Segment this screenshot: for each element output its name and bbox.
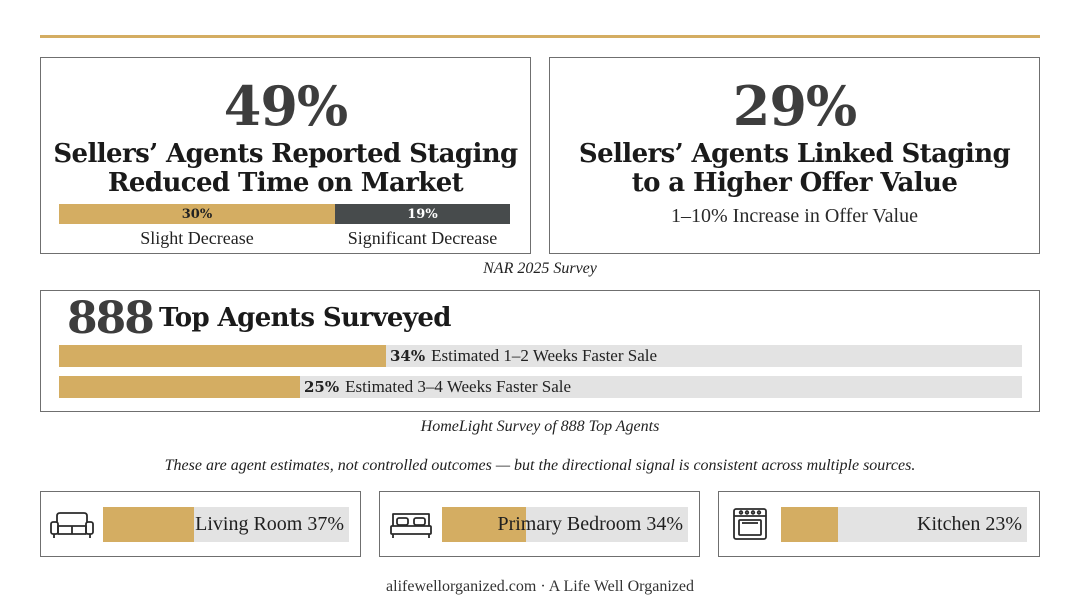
room-bar-label: Living Room 37% xyxy=(195,513,344,535)
stat-card-time-on-market: 49% Sellers’ Agents Reported Staging Red… xyxy=(40,57,531,254)
stat-card-offer-value: 29% Sellers’ Agents Linked Staging to a … xyxy=(549,57,1040,254)
top-divider xyxy=(40,35,1040,38)
agents-bar-pct: 34% xyxy=(390,347,426,365)
room-bar-label: Primary Bedroom 34% xyxy=(497,513,683,535)
split-segment-label: 19% xyxy=(407,206,438,222)
disclaimer-note: These are agent estimates, not controlle… xyxy=(164,457,916,474)
room-bar-fill xyxy=(781,507,838,542)
room-card-kitchen: Kitchen 23% xyxy=(718,491,1040,557)
agents-bar-label: 34% Estimated 1–2 Weeks Faster Sale xyxy=(386,345,657,367)
room-bar-fill xyxy=(103,507,194,542)
room-bar-label: Kitchen 23% xyxy=(917,513,1022,535)
agents-bar-label: 25% Estimated 3–4 Weeks Faster Sale xyxy=(300,376,571,398)
split-legend-significant: Significant Decrease xyxy=(347,228,498,248)
stat-title-line1: Sellers’ Agents Reported Staging xyxy=(53,139,518,169)
stat-value: 29% xyxy=(732,74,857,138)
agents-bar-track: 25% Estimated 3–4 Weeks Faster Sale xyxy=(59,376,1022,398)
stat-value: 49% xyxy=(223,74,348,138)
source-caption-nar: NAR 2025 Survey xyxy=(483,260,597,277)
sofa-icon xyxy=(50,512,94,538)
room-card-living-room: Living Room 37% xyxy=(40,491,361,557)
agents-bar-track: 34% Estimated 1–2 Weeks Faster Sale xyxy=(59,345,1022,367)
room-card-primary-bedroom: Primary Bedroom 34% xyxy=(379,491,700,557)
split-legend: Slight Decrease Significant Decrease xyxy=(59,228,510,250)
room-bar-track: Primary Bedroom 34% xyxy=(442,507,688,542)
stat-title-line2: Reduced Time on Market xyxy=(107,168,464,198)
agents-title: Top Agents Surveyed xyxy=(159,303,452,333)
stove-icon xyxy=(733,508,767,540)
agents-bar-text: Estimated 1–2 Weeks Faster Sale xyxy=(431,346,658,365)
room-bar-track: Living Room 37% xyxy=(103,507,349,542)
split-bar: 30% 19% xyxy=(59,204,510,224)
bed-icon xyxy=(390,513,432,538)
stat-subtitle: 1–10% Increase in Offer Value xyxy=(671,205,918,227)
footer-credit: alifewellorganized.com · A Life Well Org… xyxy=(386,578,694,595)
agents-count: 888 xyxy=(67,293,155,344)
agents-bar-pct: 25% xyxy=(304,378,340,396)
source-caption-homelight: HomeLight Survey of 888 Top Agents xyxy=(420,418,660,435)
room-bar-track: Kitchen 23% xyxy=(781,507,1027,542)
room-bar-fill xyxy=(442,507,526,542)
agents-bar-text: Estimated 3–4 Weeks Faster Sale xyxy=(345,377,572,396)
agents-bar-fill xyxy=(59,376,300,398)
split-legend-slight: Slight Decrease xyxy=(140,228,254,248)
stat-title-line2: to a Higher Offer Value xyxy=(631,168,958,198)
agents-survey-card: 888 Top Agents Surveyed 34% Estimated 1–… xyxy=(40,290,1040,412)
split-segment-slight: 30% xyxy=(59,204,335,224)
split-segment-label: 30% xyxy=(181,206,213,222)
stat-title-line1: Sellers’ Agents Linked Staging xyxy=(578,139,1011,169)
split-segment-significant: 19% xyxy=(335,204,510,224)
agents-bar-fill xyxy=(59,345,386,367)
